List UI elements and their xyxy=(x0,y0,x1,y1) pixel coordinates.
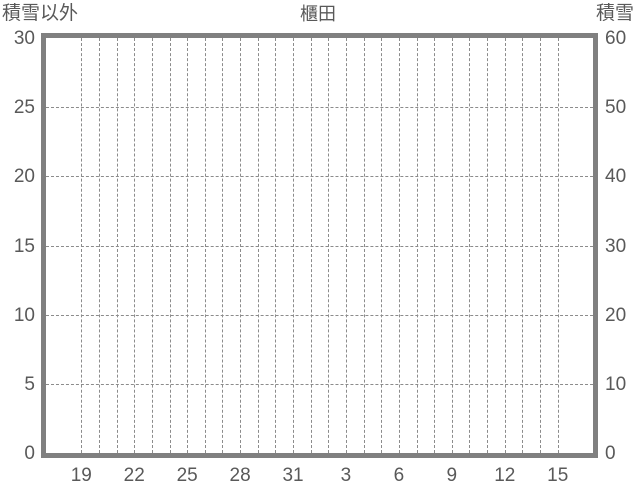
x-axis-tick-label: 31 xyxy=(282,465,304,486)
horizontal-gridline xyxy=(46,314,593,316)
horizontal-gridline xyxy=(46,176,593,178)
y-axis-tick-label-right: 60 xyxy=(605,28,627,49)
y-axis-tick-label-left: 10 xyxy=(13,304,35,326)
plot-area xyxy=(41,33,598,458)
y-axis-tick-label-right: 30 xyxy=(605,235,627,257)
y-axis-tick-label-left: 30 xyxy=(13,28,35,49)
x-axis-tick-label: 25 xyxy=(176,465,198,486)
y-axis-tick-label-right: 10 xyxy=(605,373,627,395)
x-axis-tick-label: 12 xyxy=(494,465,516,486)
left-axis-title: 積雪以外 xyxy=(2,3,79,24)
x-axis-tick-label: 6 xyxy=(393,465,405,486)
y-axis-tick-label-left: 0 xyxy=(24,443,35,464)
x-axis-tick-label: 3 xyxy=(340,465,352,486)
y-axis-tick-label-left: 20 xyxy=(13,166,35,188)
y-axis-tick-label-right: 0 xyxy=(605,443,616,464)
y-axis-tick-label-right: 20 xyxy=(605,304,627,326)
x-axis-tick-label: 15 xyxy=(547,465,569,486)
right-axis-title: 積雪 xyxy=(595,3,634,24)
chart-title: 櫃田 xyxy=(300,4,336,24)
x-axis-tick-label: 9 xyxy=(446,465,458,486)
horizontal-gridline xyxy=(46,245,593,247)
horizontal-gridline xyxy=(46,383,593,385)
x-axis-tick-label: 28 xyxy=(229,465,251,486)
y-axis-tick-label-right: 40 xyxy=(605,166,627,188)
x-axis-tick-label: 22 xyxy=(123,465,145,486)
y-axis-tick-label-left: 15 xyxy=(13,235,35,257)
x-axis-tick-label: 19 xyxy=(70,465,92,486)
y-axis-tick-label-left: 25 xyxy=(13,97,35,119)
y-axis-tick-label-right: 50 xyxy=(605,97,627,119)
y-axis-tick-label-left: 5 xyxy=(24,373,35,395)
plot-gridlines xyxy=(46,38,593,453)
horizontal-gridline xyxy=(46,107,593,109)
